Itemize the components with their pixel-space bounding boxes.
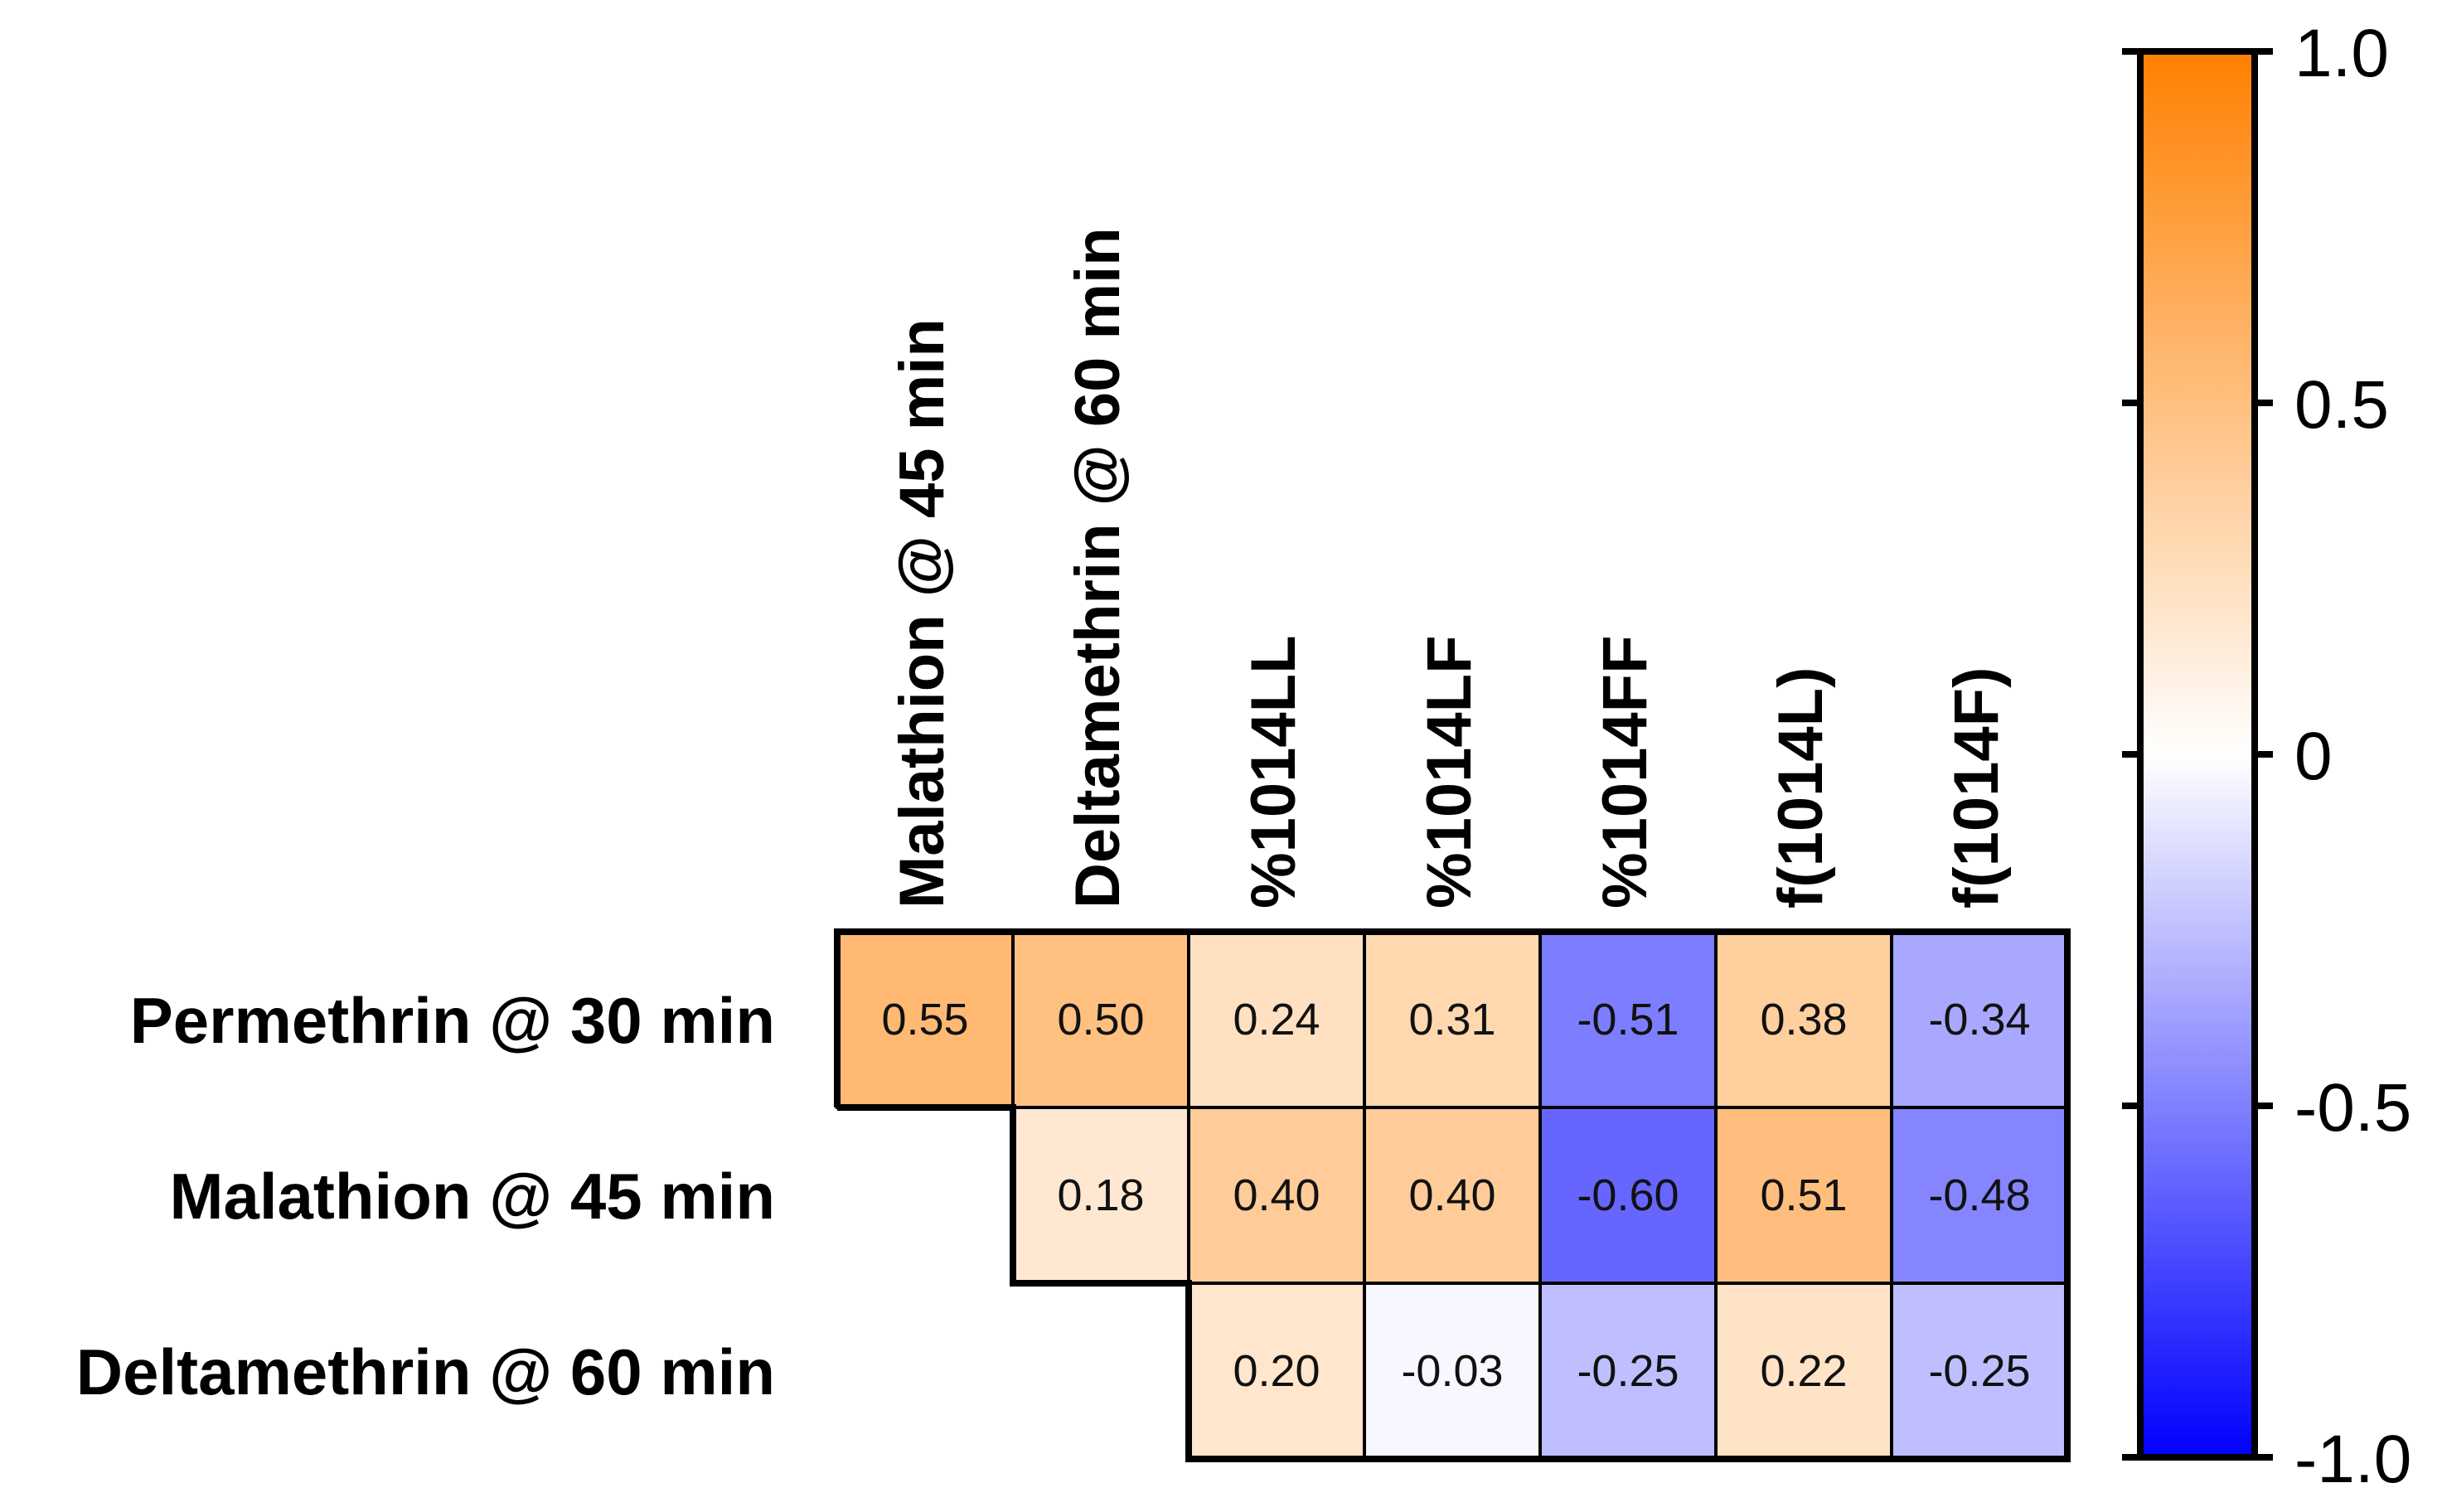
heatmap-cell [1890, 1282, 2069, 1461]
row-label: Malathion @ 45 min [170, 1160, 776, 1233]
cell-value-label: 0.51 [1760, 1170, 1847, 1220]
cell-value-label: 0.24 [1233, 995, 1320, 1044]
row-labels: Permethrin @ 30 min Malathion @ 45 min Del… [76, 984, 775, 1408]
heatmap-cell [1363, 1106, 1542, 1285]
cell-value-label: 0.38 [1760, 995, 1847, 1044]
column-label: f(1014F) [1941, 667, 2012, 909]
column-label: f(1014L) [1766, 667, 1836, 909]
cell-value-label: 0.50 [1057, 995, 1144, 1044]
cell-value-label: 0.40 [1408, 1170, 1495, 1220]
heatmap-cell [836, 930, 1015, 1109]
heatmap-outline [834, 928, 2071, 1462]
cell-value-label: -0.03 [1401, 1346, 1503, 1396]
heatmap-cell [1714, 1106, 1893, 1285]
colorbar-tick-label: 1.0 [2294, 16, 2389, 91]
column-label: %1014FF [1590, 636, 1660, 909]
column-label: %1014LL [1238, 636, 1309, 909]
heatmap-cells: 0.55 0.50 0.24 0.31 -0.51 0.38 -0.34 0.18 0.40 0.… [834, 928, 2071, 1462]
cell-value-label: -0.34 [1928, 995, 2030, 1044]
cell-value-label: 0.22 [1760, 1346, 1847, 1396]
heatmap-cell [1538, 1282, 1718, 1461]
colorbar-tick-label: -1.0 [2294, 1422, 2411, 1497]
cell-value-label: 0.18 [1057, 1170, 1144, 1220]
column-label: Deltamethrin @ 60 min [1063, 227, 1133, 909]
row-label: Permethrin @ 30 min [130, 984, 775, 1057]
colorbar-tick-label: 0 [2294, 719, 2333, 794]
row-label: Deltamethrin @ 60 min [76, 1335, 775, 1408]
colorbar-gradient [2137, 48, 2258, 1461]
heatmap-cell [1714, 930, 1893, 1109]
cell-value-label: -0.25 [1928, 1346, 2030, 1396]
cell-value-label: -0.60 [1577, 1170, 1679, 1220]
column-label: Malathion @ 45 min [887, 318, 957, 909]
cell-value-label: -0.48 [1928, 1170, 2030, 1220]
colorbar-tick-label: -0.5 [2294, 1070, 2411, 1146]
cell-value-label: 0.40 [1233, 1170, 1320, 1220]
heatmap-cell [1187, 1282, 1366, 1461]
colorbar: 1.0 0.5 0 -0.5 -1.0 [2122, 16, 2411, 1497]
column-label: %1014LF [1414, 636, 1485, 909]
cell-value-label: -0.51 [1577, 995, 1679, 1044]
cell-value-label: -0.25 [1577, 1346, 1679, 1396]
column-labels: Malathion @ 45 min Deltamethrin @ 60 min%… [887, 227, 2012, 909]
colorbar-tick-label: 0.5 [2294, 367, 2389, 443]
heatmap-cell [1714, 1282, 1893, 1461]
cell-value-label: 0.55 [881, 995, 968, 1044]
cell-value-label: 0.31 [1408, 995, 1495, 1044]
cell-value-label: 0.20 [1233, 1346, 1320, 1396]
heatmap-cell [1011, 930, 1190, 1109]
